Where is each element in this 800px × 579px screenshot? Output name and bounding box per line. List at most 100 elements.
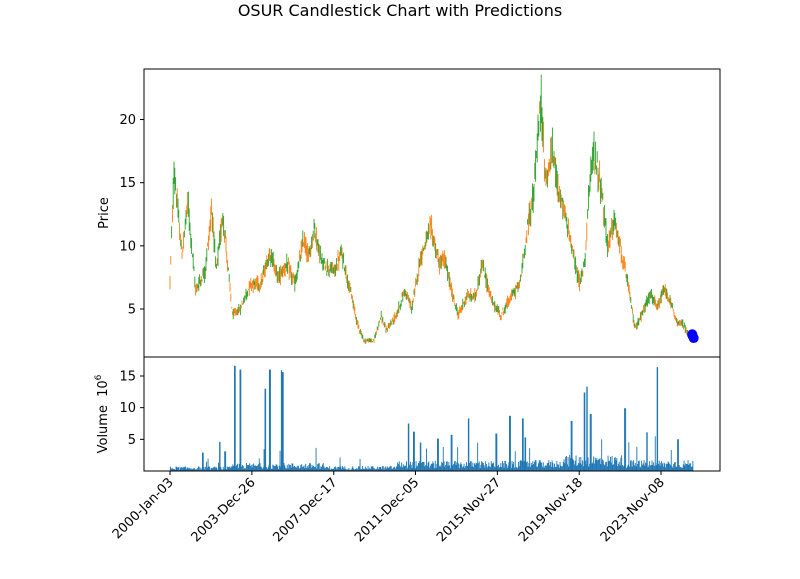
- volume-bar: [210, 469, 211, 471]
- volume-bar: [594, 457, 596, 471]
- volume-bar: [476, 463, 478, 471]
- volume-bar: [502, 463, 504, 471]
- volume-bar: [386, 466, 388, 471]
- volume-bar: [328, 468, 330, 471]
- volume-bar: [310, 463, 311, 471]
- volume-bar: [301, 464, 303, 471]
- price-y-axis: 5 10 15 20: [119, 113, 144, 318]
- volume-bar: [200, 467, 202, 471]
- volume-bar: [179, 466, 181, 471]
- volume-bar: [557, 464, 559, 471]
- volume-bar: [452, 465, 454, 471]
- volume-bar: [430, 465, 431, 471]
- volume-bar: [402, 464, 404, 471]
- volume-bar: [556, 460, 558, 471]
- volume-bar: [683, 460, 685, 471]
- volume-bar: [575, 455, 577, 471]
- volume-bar: [388, 467, 390, 471]
- volume-bar: [258, 458, 260, 471]
- volume-bar: [538, 460, 540, 471]
- volume-bar: [523, 461, 525, 471]
- volume-bar: [287, 468, 289, 471]
- volume-bar: [456, 462, 458, 471]
- volume-bar: [297, 465, 299, 471]
- volume-spike: [656, 367, 658, 471]
- volume-bar: [418, 461, 420, 471]
- volume-bar: [681, 467, 683, 471]
- volume-bar: [594, 463, 595, 471]
- volume-bar: [292, 463, 294, 471]
- volume-bar: [314, 466, 316, 471]
- volume-bar: [377, 466, 379, 471]
- volume-bar: [429, 467, 431, 471]
- volume-bar: [244, 468, 246, 471]
- volume-bar: [598, 458, 600, 471]
- volume-bar: [513, 461, 515, 471]
- volume-spike: [239, 369, 241, 471]
- volume-bar: [354, 469, 355, 471]
- volume-bar: [307, 467, 309, 471]
- volume-bar: [670, 464, 671, 471]
- volume-spike: [233, 365, 236, 471]
- volume-spike: [467, 418, 469, 471]
- volume-bar: [397, 462, 399, 471]
- volume-bar: [433, 463, 435, 471]
- volume-bar: [376, 468, 378, 471]
- volume-bar: [606, 466, 608, 471]
- volume-bar: [582, 460, 583, 471]
- volume-bar: [170, 468, 172, 471]
- volume-bar: [334, 467, 335, 471]
- volume-bar: [257, 465, 259, 471]
- volume-bar: [430, 463, 432, 471]
- volume-bar: [286, 464, 288, 471]
- price-axes-frame: [143, 68, 721, 358]
- volume-bar: [526, 462, 527, 471]
- volume-bar: [460, 462, 462, 471]
- volume-bar: [574, 464, 575, 471]
- volume-bar: [521, 460, 523, 471]
- volume-bar: [658, 460, 660, 471]
- volume-bar: [687, 460, 689, 471]
- volume-bar: [562, 466, 563, 471]
- volume-spike: [509, 415, 511, 471]
- volume-bar: [182, 467, 183, 471]
- prediction-markers: [687, 329, 699, 344]
- volume-bar: [186, 467, 188, 471]
- volume-bar: [450, 468, 451, 471]
- volume-bar: [195, 469, 197, 471]
- volume-bar: [284, 465, 286, 471]
- volume-y-axis: 5 10 15: [119, 370, 144, 448]
- volume-bar: [473, 467, 475, 471]
- volume-bar: [409, 464, 411, 471]
- volume-bar: [374, 468, 375, 471]
- volume-bar: [501, 467, 503, 471]
- volume-bar: [355, 469, 357, 471]
- volume-bar: [198, 466, 199, 471]
- volume-bar: [183, 466, 185, 471]
- volume-bar: [461, 464, 463, 471]
- volume-bar: [610, 462, 612, 471]
- volume-bar: [587, 457, 589, 471]
- volume-bar: [290, 467, 292, 471]
- volume-bar: [410, 464, 412, 471]
- volume-bar: [406, 468, 408, 471]
- volume-bar: [181, 467, 183, 471]
- volume-bar: [250, 464, 252, 471]
- volume-bar: [245, 468, 247, 471]
- volume-bar: [401, 462, 403, 471]
- volume-ylabel: Volume 106: [94, 374, 111, 453]
- volume-bar: [571, 420, 573, 471]
- volume-spike: [219, 441, 221, 471]
- volume-bar: [641, 460, 643, 471]
- volume-bar: [477, 442, 479, 471]
- volume-bar: [434, 460, 436, 471]
- volume-bar: [274, 466, 276, 471]
- volume-bar: [344, 466, 346, 471]
- volume-bar: [576, 465, 578, 471]
- volume-bar: [387, 467, 389, 471]
- volume-bar: [275, 464, 277, 471]
- volume-bar: [375, 469, 377, 471]
- volume-bar: [402, 467, 403, 471]
- volume-bar: [358, 466, 360, 471]
- volume-bar: [295, 466, 297, 471]
